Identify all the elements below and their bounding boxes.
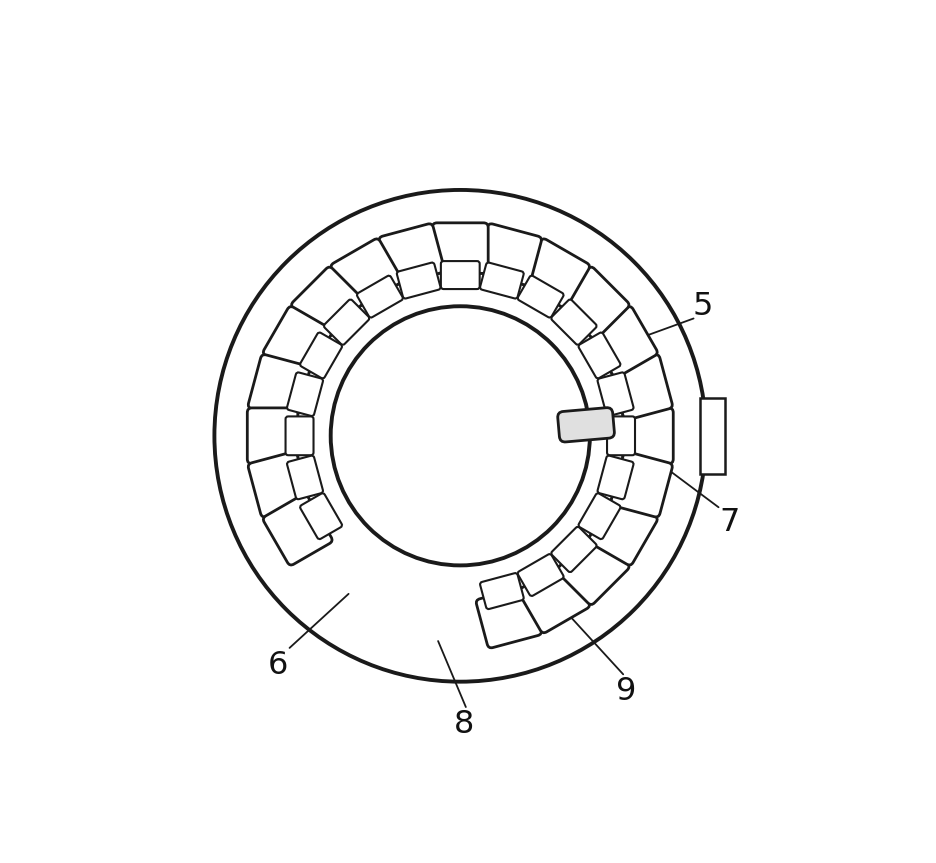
FancyBboxPatch shape xyxy=(300,494,342,539)
FancyBboxPatch shape xyxy=(285,417,314,455)
FancyBboxPatch shape xyxy=(518,554,563,596)
FancyBboxPatch shape xyxy=(286,373,323,416)
FancyBboxPatch shape xyxy=(550,299,596,345)
FancyBboxPatch shape xyxy=(550,526,596,572)
Text: 8: 8 xyxy=(453,709,474,740)
FancyBboxPatch shape xyxy=(588,494,656,565)
FancyBboxPatch shape xyxy=(610,355,671,419)
FancyBboxPatch shape xyxy=(286,456,323,499)
FancyBboxPatch shape xyxy=(607,417,635,455)
Bar xyxy=(699,398,724,474)
FancyBboxPatch shape xyxy=(622,408,673,463)
FancyBboxPatch shape xyxy=(578,332,620,378)
FancyBboxPatch shape xyxy=(475,224,541,285)
FancyBboxPatch shape xyxy=(557,532,628,604)
Text: 5: 5 xyxy=(692,291,712,322)
FancyBboxPatch shape xyxy=(330,239,402,307)
FancyBboxPatch shape xyxy=(479,262,523,299)
FancyBboxPatch shape xyxy=(557,268,628,339)
FancyBboxPatch shape xyxy=(597,456,633,499)
FancyBboxPatch shape xyxy=(441,261,479,289)
FancyBboxPatch shape xyxy=(263,306,331,377)
Text: 6: 6 xyxy=(267,650,287,681)
FancyBboxPatch shape xyxy=(357,275,402,318)
FancyBboxPatch shape xyxy=(431,223,488,274)
FancyBboxPatch shape xyxy=(300,332,342,378)
FancyBboxPatch shape xyxy=(475,587,541,648)
Text: 7: 7 xyxy=(719,507,739,538)
FancyBboxPatch shape xyxy=(479,573,523,609)
FancyBboxPatch shape xyxy=(557,407,614,442)
FancyBboxPatch shape xyxy=(597,373,633,416)
FancyBboxPatch shape xyxy=(518,275,563,318)
FancyBboxPatch shape xyxy=(263,494,331,565)
FancyBboxPatch shape xyxy=(519,239,589,307)
FancyBboxPatch shape xyxy=(588,306,656,377)
FancyBboxPatch shape xyxy=(324,299,369,345)
FancyBboxPatch shape xyxy=(247,408,298,463)
FancyBboxPatch shape xyxy=(519,564,589,633)
Text: 9: 9 xyxy=(616,676,636,707)
FancyBboxPatch shape xyxy=(578,494,620,539)
FancyBboxPatch shape xyxy=(610,452,671,517)
FancyBboxPatch shape xyxy=(291,268,363,339)
FancyBboxPatch shape xyxy=(248,452,309,517)
FancyBboxPatch shape xyxy=(397,262,440,299)
FancyBboxPatch shape xyxy=(379,224,444,285)
FancyBboxPatch shape xyxy=(248,355,309,419)
